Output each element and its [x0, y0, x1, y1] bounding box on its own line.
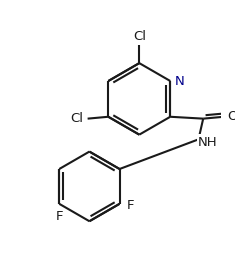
Text: Cl: Cl [70, 112, 83, 125]
Text: Cl: Cl [133, 30, 146, 43]
Text: F: F [55, 209, 63, 223]
Text: O: O [227, 110, 235, 123]
Text: NH: NH [198, 136, 218, 149]
Text: N: N [175, 75, 184, 87]
Text: F: F [127, 199, 135, 212]
